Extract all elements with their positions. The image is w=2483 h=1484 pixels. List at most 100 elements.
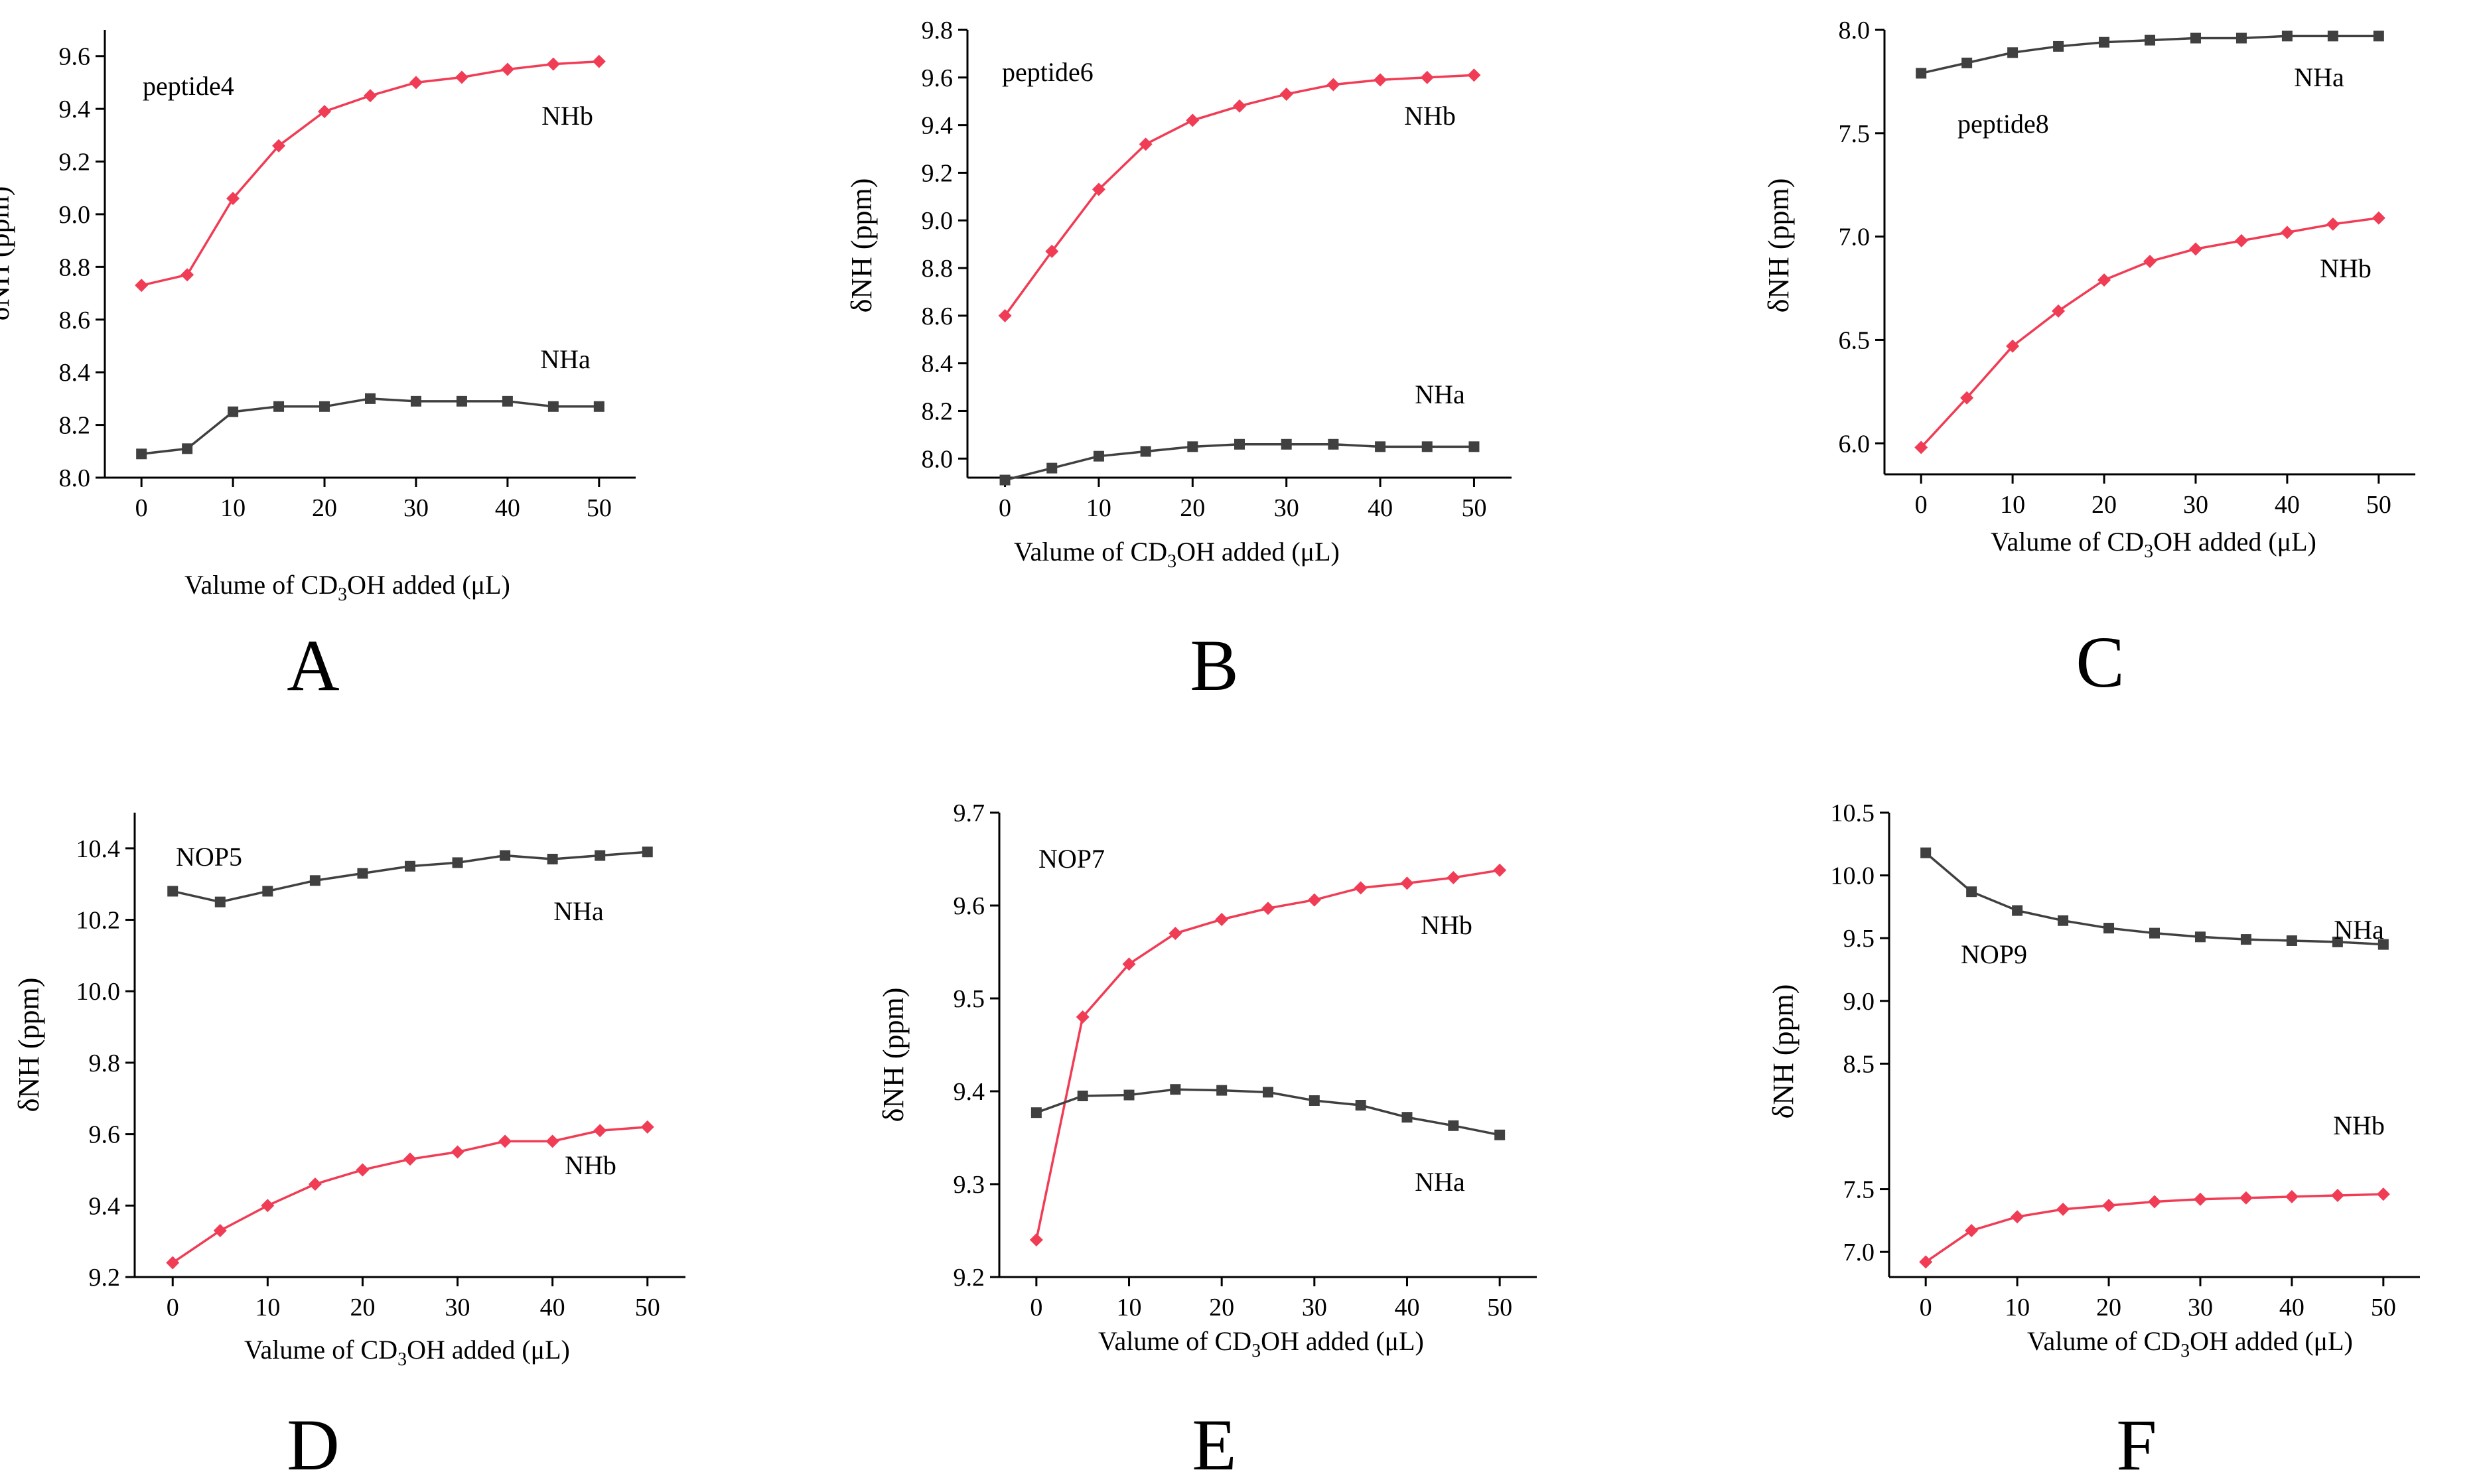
x-tick-label: 30 (2188, 1294, 2213, 1321)
data-point (1919, 1255, 1933, 1269)
y-tick-label: 9.2 (89, 1264, 121, 1292)
data-point (1093, 450, 1104, 462)
data-point (1916, 68, 1927, 79)
data-point (2235, 33, 2247, 44)
x-tick-label: 0 (135, 494, 148, 522)
data-point (1076, 1010, 1090, 1024)
x-tick-label: 10 (1086, 494, 1111, 522)
data-point (2327, 31, 2338, 42)
data-point (1029, 1233, 1043, 1247)
y-tick-label: 9.8 (89, 1049, 121, 1077)
x-tick-label: 40 (2275, 491, 2300, 519)
x-tick-label: 30 (1302, 1294, 1327, 1321)
x-tick-label: 20 (350, 1294, 375, 1321)
series-label-nha: NHa (1415, 379, 1465, 409)
y-tick-label: 9.2 (59, 149, 91, 176)
data-point (1354, 881, 1368, 895)
x-tick-label: 20 (2096, 1294, 2121, 1321)
panel-letter: D (287, 1404, 339, 1484)
series-line (172, 1126, 648, 1264)
series-nha (999, 438, 1480, 486)
data-point (998, 308, 1012, 322)
data-point (593, 401, 604, 412)
data-point (545, 1134, 559, 1148)
data-point (500, 62, 514, 76)
data-point (228, 406, 239, 417)
data-point (136, 448, 147, 460)
x-tick-label: 50 (1487, 1294, 1512, 1321)
data-point (2145, 34, 2155, 46)
data-point (409, 76, 423, 90)
y-tick-label: 9.4 (89, 1192, 121, 1220)
x-tick-label: 10 (220, 494, 246, 522)
series-line (1005, 442, 1474, 482)
data-point (2332, 936, 2343, 947)
panel-letter: F (2116, 1404, 2157, 1484)
y-axis-label: δNH (ppm) (1767, 984, 1800, 1119)
data-point (2285, 1189, 2299, 1203)
y-tick-label: 10.2 (76, 907, 121, 935)
data-point (2326, 217, 2340, 231)
y-tick-label: 9.6 (89, 1121, 121, 1149)
panel-letter: C (2076, 622, 2124, 703)
data-point (1170, 1084, 1181, 1095)
data-point (640, 1120, 654, 1134)
y-tick-label: 8.4 (59, 359, 91, 387)
data-point (1447, 871, 1460, 884)
y-tick-label: 10.0 (1831, 862, 1875, 890)
data-point (1030, 1107, 1042, 1118)
data-point (1401, 1112, 1413, 1123)
data-point (1139, 137, 1153, 151)
x-tick-label: 10 (255, 1294, 280, 1321)
data-point (2280, 226, 2294, 239)
series-label-nha: NHa (1415, 1167, 1465, 1197)
series-nhb (135, 54, 606, 293)
sample-label: peptide6 (1002, 57, 1094, 87)
panel-letter: B (1190, 625, 1238, 706)
series-nhb (1919, 1187, 2390, 1269)
x-axis-label: Valume of CD3OH added (μL) (1014, 537, 1340, 572)
data-point (1961, 57, 1973, 68)
x-tick-label: 50 (1461, 494, 1486, 522)
series-line (141, 397, 599, 456)
y-tick-label: 10.0 (76, 978, 121, 1006)
y-tick-label: 9.0 (59, 201, 91, 229)
data-point (2330, 1189, 2344, 1203)
series-nha (1920, 847, 2389, 950)
series-nhb (166, 1120, 654, 1270)
y-tick-label: 9.6 (59, 43, 91, 71)
data-point (2148, 1195, 2161, 1209)
data-point (2376, 1187, 2390, 1201)
x-tick-label: 20 (312, 494, 337, 522)
data-point (2058, 915, 2069, 926)
data-point (2099, 36, 2110, 48)
y-axis-label: δNH (ppm) (877, 988, 910, 1122)
data-point (1467, 68, 1481, 82)
y-axis-label: δNH (ppm) (845, 178, 878, 313)
data-point (1215, 913, 1229, 926)
y-tick-label: 9.8 (922, 17, 954, 44)
data-point (1400, 876, 1414, 890)
data-point (2234, 234, 2248, 247)
y-tick-label: 7.0 (1839, 224, 1871, 251)
y-tick-label: 8.0 (59, 464, 91, 492)
series-nha (1916, 31, 2384, 79)
data-point (2012, 905, 2023, 916)
chart-panel-b: 0 10 20 30 40 50 8.0 8.2 8.4 8.6 8.8 9.0 9.2 9.4 9.6 9.… (845, 17, 1512, 706)
sample-label: NOP5 (176, 842, 242, 872)
data-point (2240, 934, 2251, 945)
data-point (273, 401, 285, 412)
data-point (1216, 1085, 1228, 1096)
x-tick-label: 50 (2371, 1294, 2396, 1321)
data-point (546, 57, 560, 71)
y-tick-label: 8.5 (1843, 1050, 1875, 1078)
x-tick-label: 30 (403, 494, 429, 522)
x-tick-label: 0 (1920, 1294, 1932, 1321)
y-tick-label: 9.7 (954, 799, 985, 827)
panel-letter: A (287, 625, 339, 706)
data-point (1279, 87, 1293, 101)
data-point (1468, 441, 1480, 452)
data-point (456, 395, 467, 407)
data-point (213, 1224, 227, 1237)
y-tick-label: 9.0 (1843, 988, 1875, 1016)
